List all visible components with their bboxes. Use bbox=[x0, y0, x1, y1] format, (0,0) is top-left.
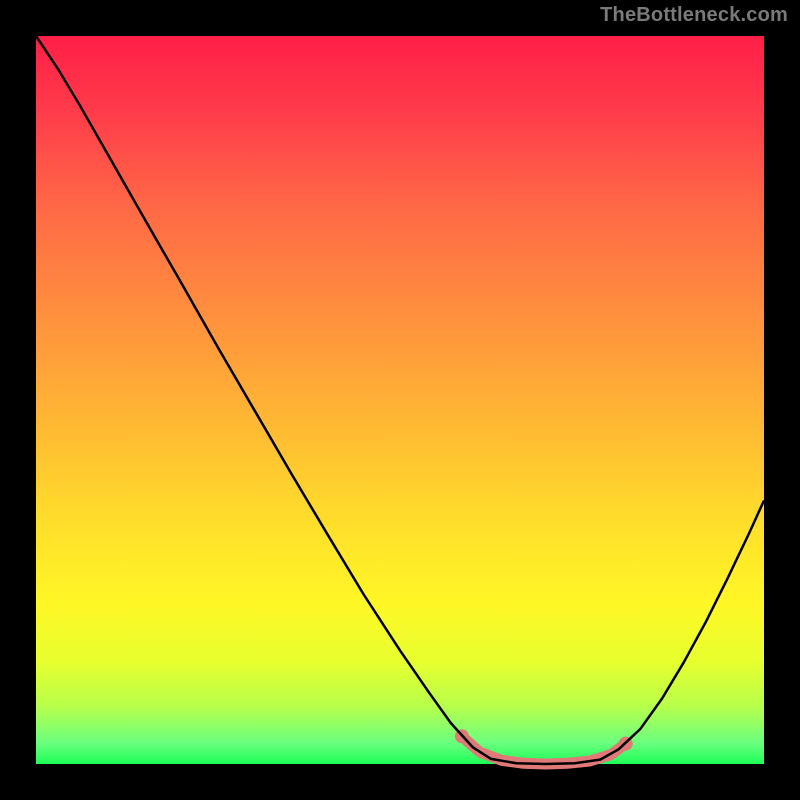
plot-background bbox=[36, 36, 764, 764]
chart-root: TheBottleneck.com bbox=[0, 0, 800, 800]
bottleneck-curve-chart bbox=[0, 0, 800, 800]
watermark-text: TheBottleneck.com bbox=[600, 4, 788, 27]
